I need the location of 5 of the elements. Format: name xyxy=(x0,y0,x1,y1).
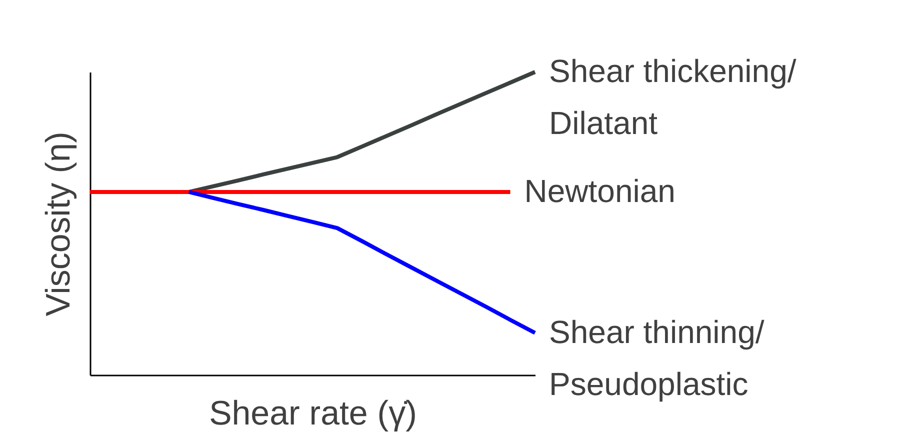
series-label: Newtonian xyxy=(524,172,676,209)
x-axis-title: Shear rate (γ̇) xyxy=(209,394,417,432)
series-label: Shear thickening/ Dilatant xyxy=(549,53,796,141)
series-label: Shear thinning/ Pseudoplastic xyxy=(549,314,764,402)
y-axis-title: Viscosity (η) xyxy=(40,132,78,316)
